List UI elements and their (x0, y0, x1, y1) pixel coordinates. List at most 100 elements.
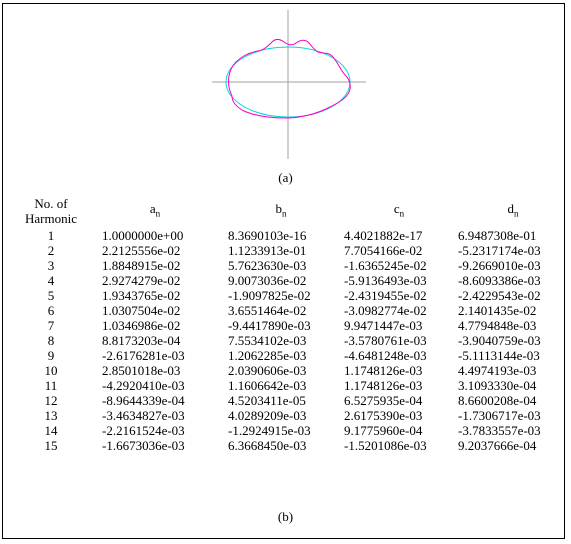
a-coefficient-cell: 2.2125556e-02 (102, 243, 181, 258)
c-coefficient-cell: -3.5780761e-03 (344, 333, 427, 348)
d-coefficient-cell: 3.1093330e-04 (458, 378, 537, 393)
table-row: 9 -2.6176281e-03 1.2062285e-03 -4.6481248e-… (14, 348, 568, 363)
harmonic-number-cell: 6 (47, 303, 55, 318)
table-row: 2 2.2125556e-02 1.1233913e-01 7.7054166e-02… (14, 243, 568, 258)
table-row: 14 -2.2161524e-03 -1.2924915e-03 9.1775960e… (14, 423, 568, 438)
table-row: 15 -1.6673036e-03 6.3668450e-03 -1.5201086e… (14, 438, 568, 453)
c-coefficient-cell: 1.1748126e-03 (344, 363, 423, 378)
b-coefficient-cell: 4.5203411e-05 (228, 393, 306, 408)
b-coefficient-cell: 4.0289209e-03 (228, 408, 307, 423)
b-coefficient-cell: -9.4417890e-03 (228, 318, 311, 333)
a-coefficient-cell: 1.0000000e+00 (102, 228, 184, 243)
harmonic-number-cell: 7 (47, 318, 55, 333)
b-coefficient-cell: 6.3668450e-03 (228, 438, 307, 453)
table-header-row: No. of Harmonic an bn cn dn (14, 194, 568, 228)
c-coefficient-cell: 2.6175390e-03 (344, 408, 423, 423)
c-coefficient-cell: 9.1775960e-04 (344, 423, 423, 438)
harmonic-number-cell: 8 (47, 333, 55, 348)
b-coefficient-cell: 2.0390606e-03 (228, 363, 307, 378)
a-coefficient-cell: 1.0346986e-02 (102, 318, 181, 333)
c-coefficient-cell: -1.6365245e-02 (344, 258, 427, 273)
header-d: dn (507, 200, 519, 219)
a-coefficient-cell: -2.2161524e-03 (102, 423, 185, 438)
harmonic-number-cell: 1 (47, 228, 55, 243)
d-coefficient-cell: 4.4974193e-03 (458, 363, 537, 378)
table-row: 13 -3.4634827e-03 4.0289209e-03 2.6175390e-… (14, 408, 568, 423)
harmonic-number-cell: 12 (44, 393, 58, 408)
table-row: 8 8.8173203e-04 7.5534102e-03 -3.5780761e-0… (14, 333, 568, 348)
b-coefficient-cell: 3.6551464e-02 (228, 303, 307, 318)
b-coefficient-cell: 1.1233913e-01 (228, 243, 307, 258)
d-coefficient-cell: -5.1113144e-03 (458, 348, 540, 363)
d-coefficient-cell: -9.2669010e-03 (458, 258, 541, 273)
table-row: 10 2.8501018e-03 2.0390606e-03 1.1748126e-0… (14, 363, 568, 378)
c-coefficient-cell: -2.4319455e-02 (344, 288, 427, 303)
a-coefficient-cell: -1.6673036e-03 (102, 438, 185, 453)
c-coefficient-cell: 6.5275935e-04 (344, 393, 423, 408)
d-coefficient-cell: 9.2037666e-04 (458, 438, 537, 453)
harmonic-number-cell: 10 (44, 363, 58, 378)
table-row: 12 -8.9644339e-04 4.5203411e-05 6.5275935e-… (14, 393, 568, 408)
d-coefficient-cell: -2.4229543e-02 (458, 288, 541, 303)
b-coefficient-cell: 1.1606642e-03 (228, 378, 307, 393)
table-row: 5 1.9343765e-02 -1.9097825e-02 -2.4319455e-… (14, 288, 568, 303)
c-coefficient-cell: 9.9471447e-03 (344, 318, 423, 333)
a-coefficient-cell: 1.9343765e-02 (102, 288, 181, 303)
a-coefficient-cell: -4.2920410e-03 (102, 378, 185, 393)
caption-b: (b) (277, 509, 294, 524)
c-coefficient-cell: 4.4021882e-17 (344, 228, 423, 243)
header-a: an (149, 200, 161, 219)
c-coefficient-cell: -4.6481248e-03 (344, 348, 427, 363)
harmonic-coefficients-table: No. of Harmonic an bn cn dn 1 1.0000000e+… (14, 194, 568, 453)
table-row: 3 1.8848915e-02 5.7623630e-03 -1.6365245e-0… (14, 258, 568, 273)
c-coefficient-cell: -1.5201086e-03 (344, 438, 427, 453)
c-coefficient-cell: 7.7054166e-02 (344, 243, 423, 258)
a-coefficient-cell: 2.9274279e-02 (102, 273, 181, 288)
harmonic-number-cell: 11 (44, 378, 58, 393)
d-coefficient-cell: 2.1401435e-02 (458, 303, 537, 318)
table-row: 11 -4.2920410e-03 1.1606642e-03 1.1748126e-… (14, 378, 568, 393)
d-coefficient-cell: -3.7833557e-03 (458, 423, 541, 438)
d-coefficient-cell: 4.7794848e-03 (458, 318, 537, 333)
harmonic-shape-curve (228, 38, 351, 119)
table-row: 1 1.0000000e+00 8.3690103e-16 4.4021882e-17… (14, 228, 568, 243)
a-coefficient-cell: 8.8173203e-04 (102, 333, 181, 348)
a-coefficient-cell: -8.9644339e-04 (102, 393, 185, 408)
d-coefficient-cell: 8.6600208e-04 (458, 393, 537, 408)
harmonic-number-cell: 15 (44, 438, 58, 453)
d-coefficient-cell: -8.6093386e-03 (458, 273, 541, 288)
b-coefficient-cell: 9.0073036e-02 (228, 273, 307, 288)
harmonic-number-cell: 5 (47, 288, 55, 303)
b-coefficient-cell: -1.2924915e-03 (228, 423, 311, 438)
harmonic-number-cell: 9 (47, 348, 55, 363)
c-coefficient-cell: -3.0982774e-02 (344, 303, 427, 318)
harmonic-number-cell: 13 (44, 408, 58, 423)
table-row: 4 2.9274279e-02 9.0073036e-02 -5.9136493e-0… (14, 273, 568, 288)
b-coefficient-cell: 7.5534102e-03 (228, 333, 307, 348)
header-c: cn (393, 200, 405, 219)
harmonic-number-cell: 2 (47, 243, 55, 258)
harmonic-number-cell: 14 (44, 423, 58, 438)
d-coefficient-cell: -5.2317174e-03 (458, 243, 541, 258)
b-coefficient-cell: 1.2062285e-03 (228, 348, 307, 363)
harmonic-number-cell: 3 (47, 258, 55, 273)
d-coefficient-cell: -3.9040759e-03 (458, 333, 541, 348)
a-coefficient-cell: 2.8501018e-03 (102, 363, 181, 378)
c-coefficient-cell: -5.9136493e-03 (344, 273, 427, 288)
figure-frame (2, 3, 565, 539)
c-coefficient-cell: 1.1748126e-03 (344, 378, 423, 393)
d-coefficient-cell: -1.7306717e-03 (458, 408, 541, 423)
caption-a: (a) (278, 170, 293, 185)
harmonic-number-cell: 4 (47, 273, 55, 288)
b-coefficient-cell: 5.7623630e-03 (228, 258, 307, 273)
a-coefficient-cell: -3.4634827e-03 (102, 408, 185, 423)
b-coefficient-cell: -1.9097825e-02 (228, 288, 311, 303)
a-coefficient-cell: 1.8848915e-02 (102, 258, 181, 273)
shape-plot (212, 10, 366, 159)
a-coefficient-cell: 1.0307504e-02 (102, 303, 181, 318)
table-row: 6 1.0307504e-02 3.6551464e-02 -3.0982774e-0… (14, 303, 568, 318)
a-coefficient-cell: -2.6176281e-03 (102, 348, 185, 363)
header-b: bn (275, 200, 287, 219)
table-row: 7 1.0346986e-02 -9.4417890e-03 9.9471447e-0… (14, 318, 568, 333)
d-coefficient-cell: 6.9487308e-01 (458, 228, 537, 243)
